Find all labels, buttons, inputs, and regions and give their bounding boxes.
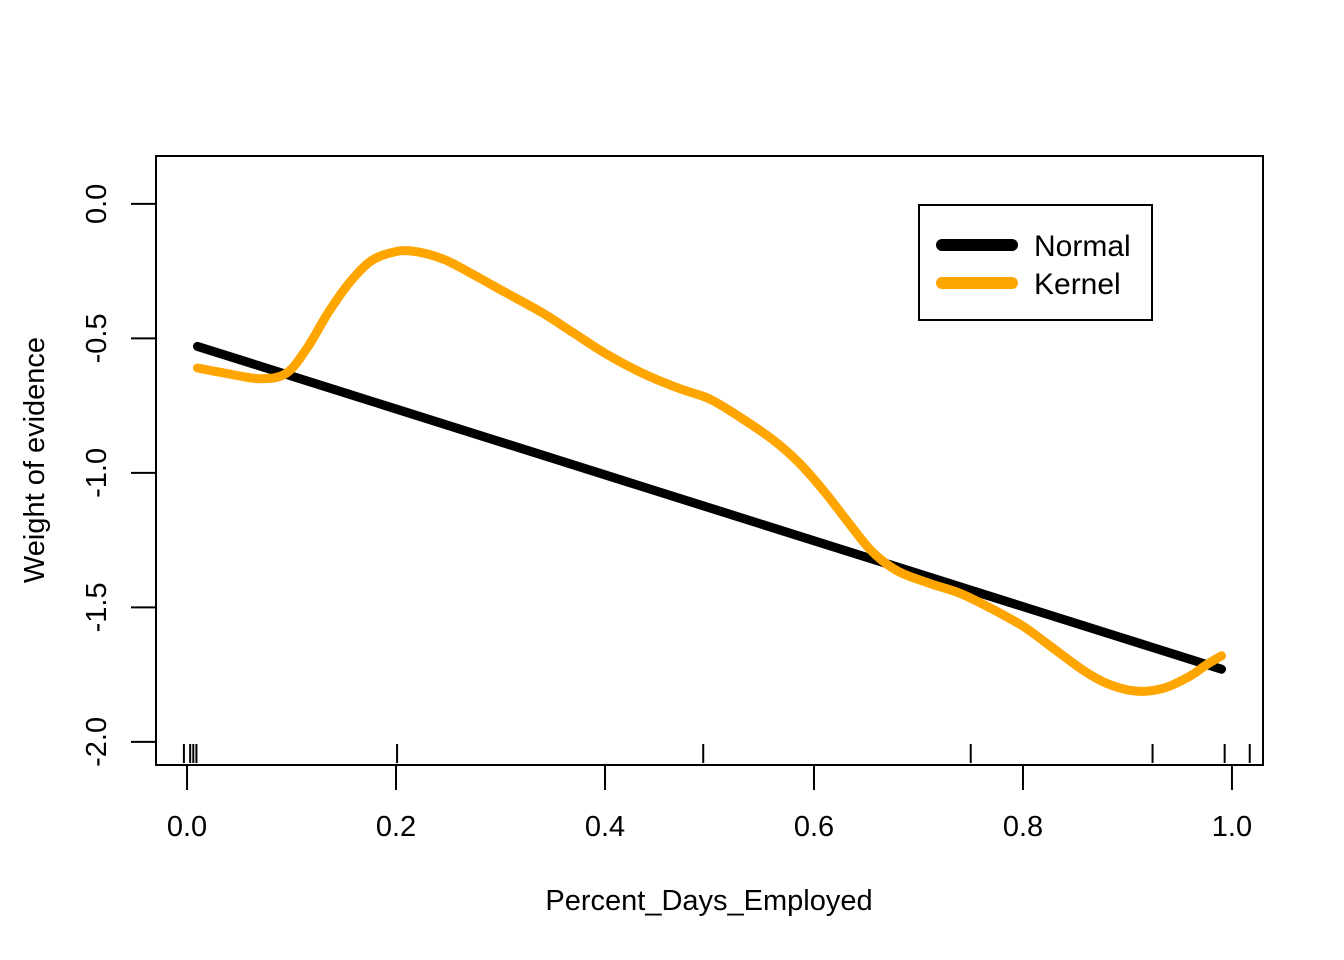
legend-label-kernel: Kernel bbox=[1034, 268, 1121, 301]
legend-label-normal: Normal bbox=[1034, 230, 1131, 263]
y-axis-tick-label: -1.0 bbox=[81, 448, 113, 498]
y-axis-tick-label: 0.0 bbox=[81, 184, 113, 224]
x-axis-title: Percent_Days_Employed bbox=[545, 885, 872, 917]
x-axis-tick-label: 0.2 bbox=[376, 811, 416, 843]
x-axis-tick-label: 0.8 bbox=[1003, 811, 1043, 843]
x-axis-tick-label: 1.0 bbox=[1212, 811, 1252, 843]
y-axis-tick-label: -1.5 bbox=[81, 582, 113, 632]
series-line-kernel bbox=[193, 246, 1226, 696]
legend-box bbox=[918, 204, 1153, 321]
x-axis-tick-label: 0.4 bbox=[585, 811, 625, 843]
y-axis-tick-label: -2.0 bbox=[81, 717, 113, 767]
plot-area: 0.0 0.2 0.4 0.6 0.8 1.0 0.0 -0.5 -1.0 -1.5 -2.0 bbox=[81, 155, 1264, 843]
legend: Normal Kernel bbox=[918, 204, 1153, 321]
y-axis-tick-label: -0.5 bbox=[81, 313, 113, 363]
x-axis-tick-label: 0.0 bbox=[167, 811, 207, 843]
series-line-normal bbox=[193, 341, 1226, 674]
y-axis-title: Weight of evidence bbox=[19, 337, 51, 583]
x-axis-tick-label: 0.6 bbox=[794, 811, 834, 843]
plot-frame bbox=[155, 155, 1264, 766]
